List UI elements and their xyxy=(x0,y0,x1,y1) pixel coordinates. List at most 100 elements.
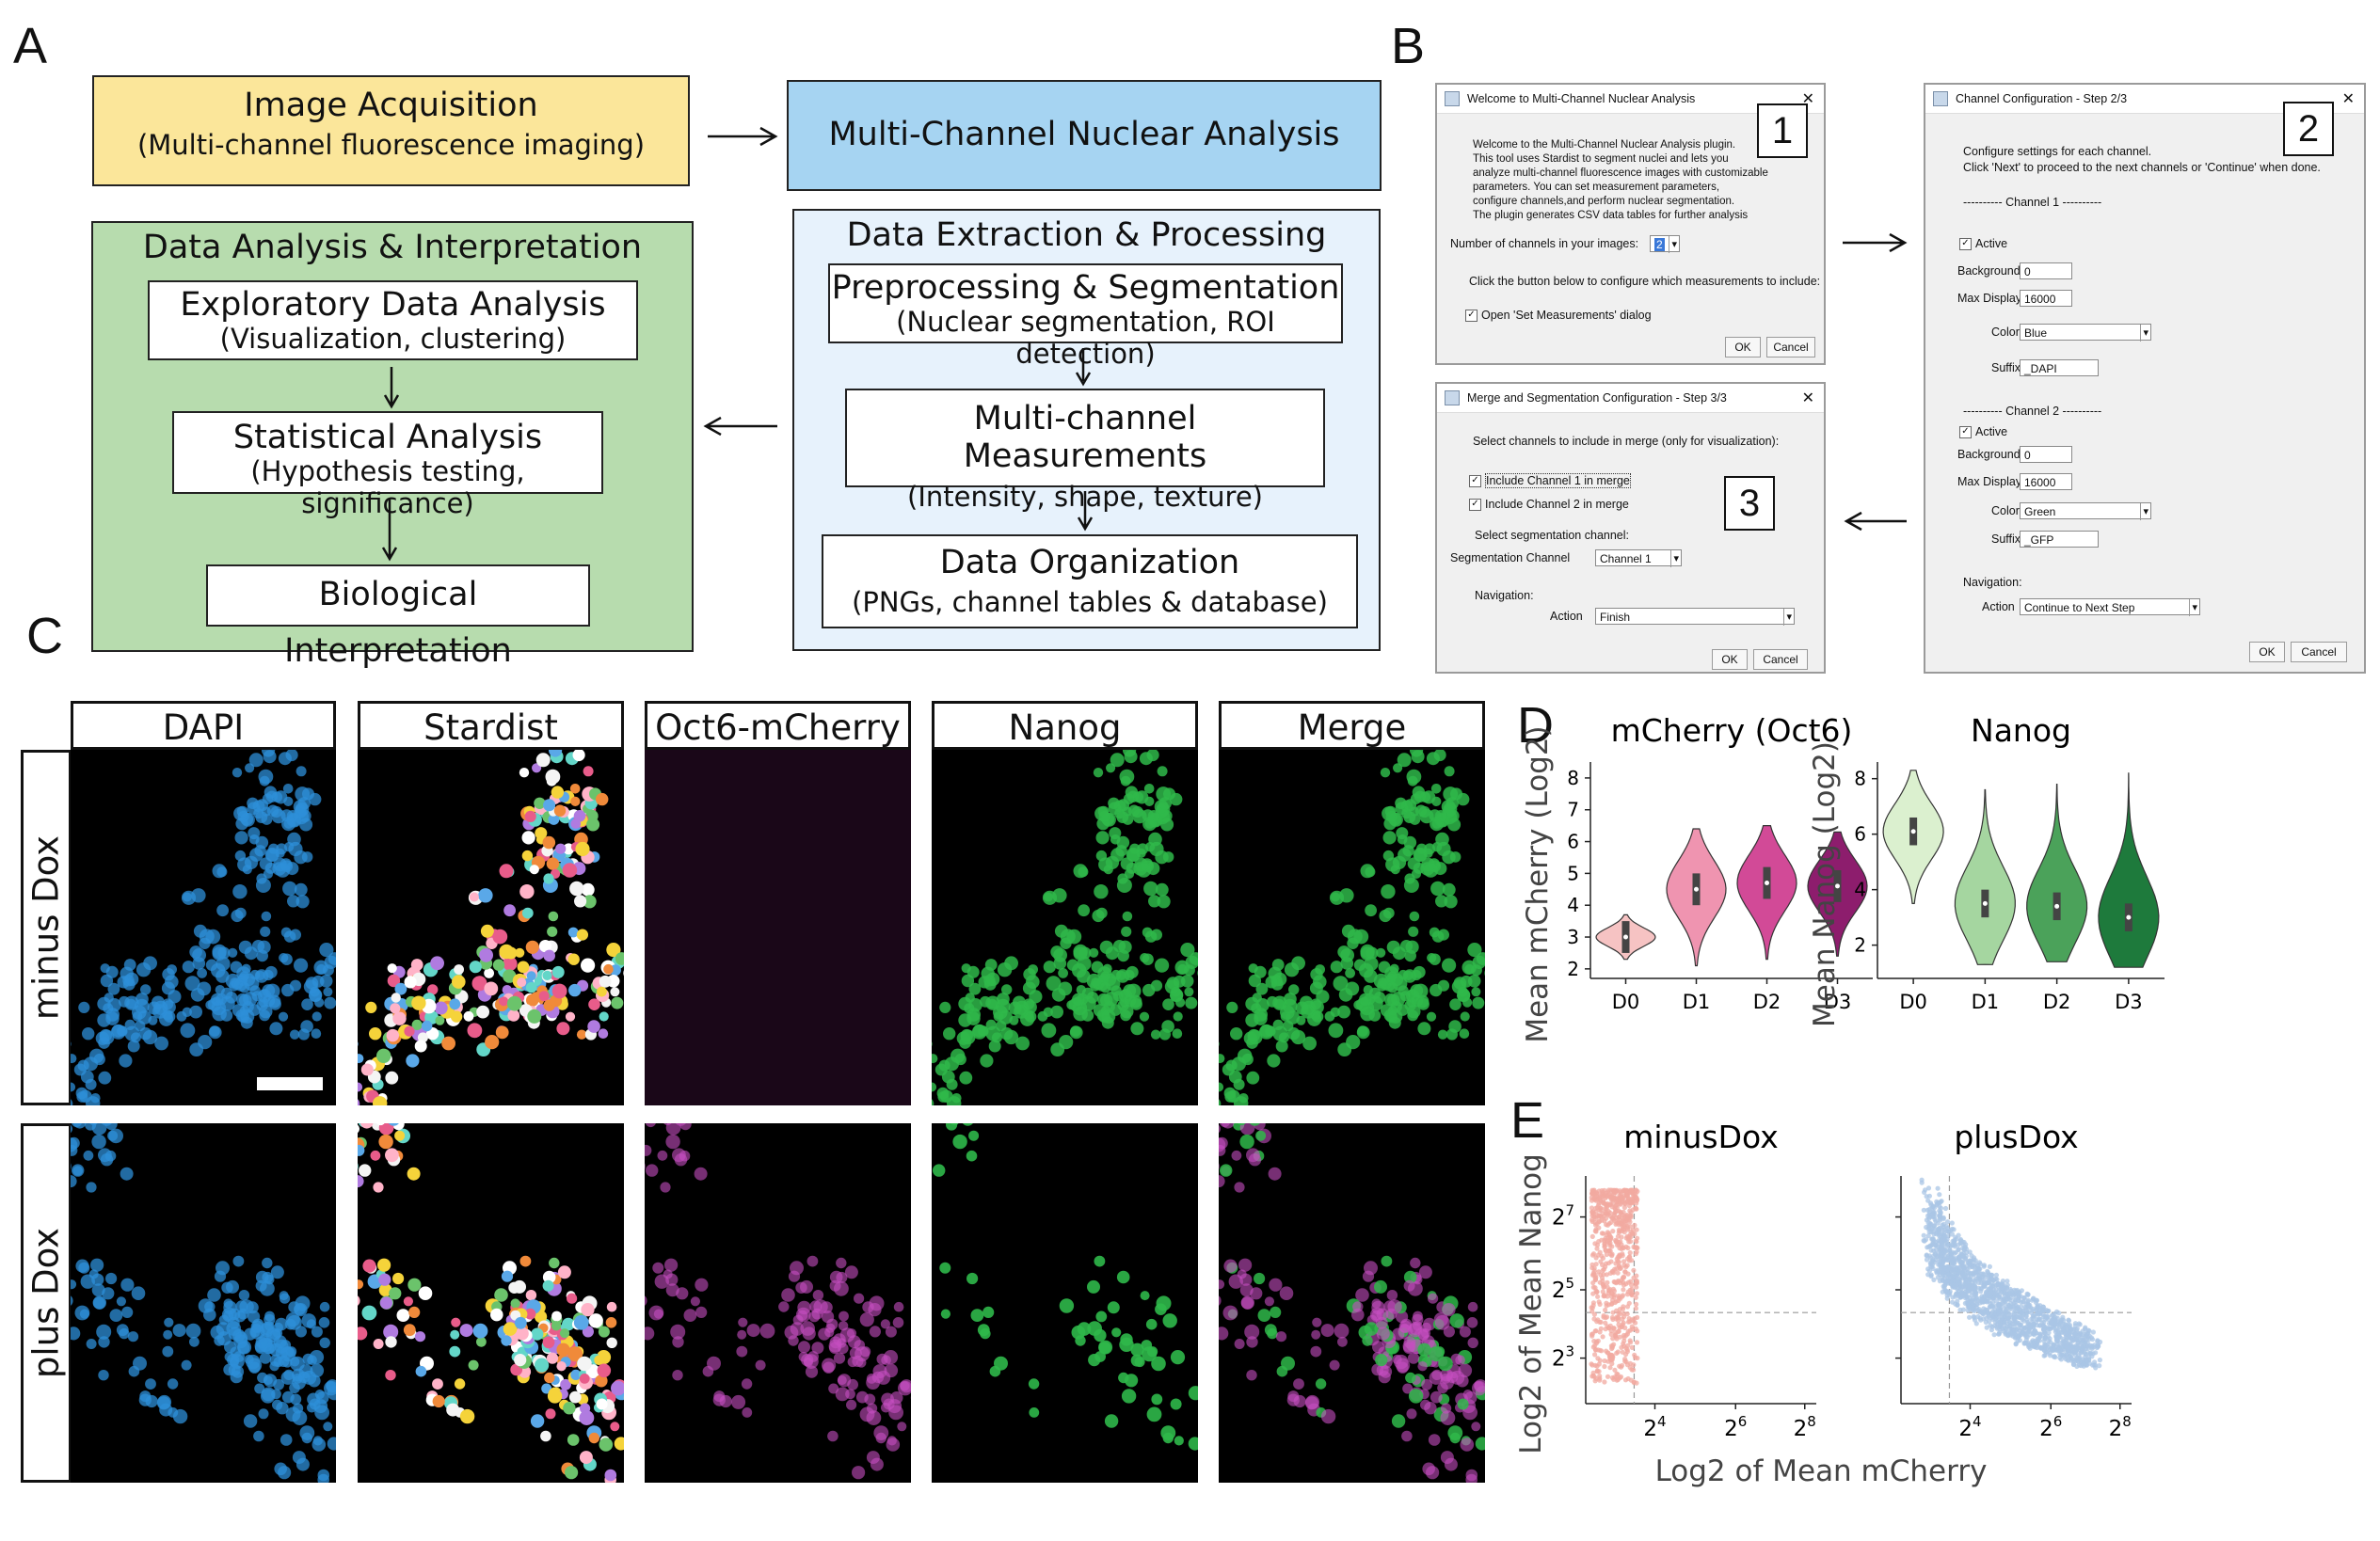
median-D2 xyxy=(1765,881,1769,886)
median-D3 xyxy=(2126,914,2132,920)
row-label-plus-dox: plus Dox xyxy=(21,1123,72,1483)
stat-box: Statistical Analysis (Hypothesis testing… xyxy=(172,411,603,518)
panel-label-d: D xyxy=(1517,697,1554,754)
x-tick-label: D2 xyxy=(1753,991,1781,1013)
channel-dialog-titlebar[interactable]: Channel Configuration - Step 2/3 ✕ xyxy=(1925,85,2364,114)
active-2-checkbox[interactable]: ✓ Active xyxy=(1959,425,2007,439)
org-subtitle: (PNGs, channel tables & database) xyxy=(852,586,1328,619)
meas-title: Multi-channel Measurements xyxy=(963,400,1207,476)
active-1-checkbox[interactable]: ✓ Active xyxy=(1959,237,2007,251)
seg-channel-select[interactable]: Channel 1 xyxy=(1595,549,1682,567)
max-display-2-input[interactable]: 16000 xyxy=(2020,473,2072,490)
panel-label-a: A xyxy=(13,18,48,74)
bio-title: Biological Interpretation xyxy=(284,576,512,670)
x-tick-label: D1 xyxy=(1683,991,1711,1013)
action-select[interactable]: Continue to Next Step xyxy=(2020,598,2200,616)
micrograph-nanog-minus-dox xyxy=(932,750,1198,1105)
suffix-1-input[interactable]: _DAPI xyxy=(2020,359,2099,376)
violin-D3 xyxy=(2098,772,2160,968)
col-header-oct6: Oct6-mCherry xyxy=(645,701,911,750)
y-tick-label: 2 xyxy=(1854,934,1866,957)
max-display-2-label: Max Display xyxy=(1957,475,2022,488)
arrow-extract-to-analysis xyxy=(703,416,777,437)
arrow-meas-to-org xyxy=(1077,491,1094,532)
org-title: Data Organization xyxy=(939,544,1240,581)
color-2-select[interactable]: Green xyxy=(2020,502,2151,520)
x-tick-label: 28 xyxy=(2109,1413,2132,1441)
include-channel-1-checkbox[interactable]: ✓ Include Channel 1 in merge xyxy=(1469,473,1631,488)
open-measurements-checkbox[interactable]: ✓ Open 'Set Measurements' dialog xyxy=(1465,309,1652,323)
y-axis-label: Mean Nanog (Log2) xyxy=(1808,741,1842,1027)
panel-label-c: C xyxy=(26,608,63,664)
pre-title: Preprocessing & Segmentation xyxy=(831,269,1340,307)
background-1-input[interactable]: 0 xyxy=(2020,262,2072,279)
image-acquisition-box: Image Acquisition (Multi-channel fluores… xyxy=(92,75,690,186)
stat-subtitle: (Hypothesis testing, significance) xyxy=(250,455,525,519)
java-app-icon xyxy=(1445,390,1460,405)
x-tick-label: 26 xyxy=(1724,1413,1747,1441)
dialog-arrows xyxy=(1843,232,1908,532)
merge-dialog: Merge and Segmentation Configuration - S… xyxy=(1435,382,1826,674)
x-tick-label: 24 xyxy=(1643,1413,1666,1441)
pre-subtitle: (Nuclear segmentation, ROI detection) xyxy=(896,306,1275,370)
suffix-2-input[interactable]: _GFP xyxy=(2020,531,2099,548)
y-axis-label: Log2 of Mean Nanog xyxy=(1514,1153,1548,1454)
x-tick-label: D2 xyxy=(2043,991,2071,1013)
micrograph-dapi-plus-dox xyxy=(71,1123,336,1483)
x-tick-label: D3 xyxy=(1824,991,1852,1013)
color-1-select[interactable]: Blue xyxy=(2020,324,2151,342)
eda-subtitle: (Visualization, clustering) xyxy=(219,323,567,356)
action-select[interactable]: Finish xyxy=(1595,608,1795,626)
close-icon[interactable]: ✕ xyxy=(2341,91,2355,107)
ok-button[interactable]: OK xyxy=(1725,337,1761,357)
color-2-label: Color xyxy=(1991,504,2020,517)
ok-button[interactable]: OK xyxy=(1712,649,1748,670)
cancel-button[interactable]: Cancel xyxy=(1766,337,1815,357)
channel-config-dialog: Channel Configuration - Step 2/3 ✕ 2 Conf… xyxy=(1924,83,2366,674)
suffix-2-label: Suffix xyxy=(1991,532,2021,546)
cancel-button[interactable]: Cancel xyxy=(1753,649,1808,670)
x-tick-label: D0 xyxy=(1612,991,1640,1013)
channel-dialog-title: Channel Configuration - Step 2/3 xyxy=(1956,92,2128,105)
chart-title: Nanog xyxy=(1971,712,2071,749)
charts-svg: mCherry (Oct6)Mean mCherry (Log2) 2345678… xyxy=(1514,712,2164,1488)
arrow-dialog2-to-dialog3 xyxy=(1844,511,1907,532)
background-2-label: Background xyxy=(1957,448,2021,461)
median-D1 xyxy=(1694,886,1699,892)
channel-intro-1: Configure settings for each channel. xyxy=(1963,145,2152,158)
median-D2 xyxy=(2054,903,2060,909)
arrow-stat-to-bio xyxy=(381,499,398,562)
panel-label-e: E xyxy=(1510,1092,1545,1149)
scatter-chart-plus-dox: plusDox 24 26 28 Log2 of Mean mCherry xyxy=(1655,1119,2132,1488)
col-header-dapi: DAPI xyxy=(71,701,336,750)
scale-bar xyxy=(257,1077,323,1090)
scatter-points xyxy=(1919,1177,2103,1371)
close-icon[interactable]: ✕ xyxy=(1801,91,1814,107)
micrograph-merge-minus-dox xyxy=(1219,750,1485,1105)
channel-1-header: ---------- Channel 1 ---------- xyxy=(1963,196,2102,209)
eda-box: Exploratory Data Analysis (Visualization… xyxy=(148,280,638,360)
micrograph-stardist-minus-dox xyxy=(358,750,624,1105)
x-tick-label: D1 xyxy=(1972,991,2000,1013)
seg-label: Select segmentation channel: xyxy=(1475,529,1629,542)
y-tick-label: 8 xyxy=(1854,768,1866,790)
median-D0 xyxy=(1910,829,1916,834)
background-2-input[interactable]: 0 xyxy=(2020,446,2072,463)
y-tick-label: 8 xyxy=(1567,767,1579,789)
step-number-3: 3 xyxy=(1724,476,1775,531)
max-display-1-input[interactable]: 16000 xyxy=(2020,290,2072,307)
micrograph-stardist-plus-dox xyxy=(358,1123,624,1483)
close-icon[interactable]: ✕ xyxy=(1801,390,1814,406)
y-tick-label: 6 xyxy=(1567,831,1579,853)
violin-chart-nanog: Nanog Mean Nanog (Log2) 2 4 6 8 D0 D1 D2 D3 xyxy=(1808,712,2164,1027)
welcome-text: Welcome to the Multi-Channel Nuclear Ana… xyxy=(1473,139,1768,221)
suffix-1-label: Suffix xyxy=(1991,361,2021,374)
channels-select[interactable]: 2 xyxy=(1650,235,1680,253)
cancel-button[interactable]: Cancel xyxy=(2291,642,2347,662)
include-channel-2-checkbox[interactable]: ✓ Include Channel 2 in merge xyxy=(1469,498,1629,512)
merge-dialog-titlebar[interactable]: Merge and Segmentation Configuration - S… xyxy=(1437,384,1824,413)
ok-button[interactable]: OK xyxy=(2249,642,2285,662)
merge-intro: Select channels to include in merge (onl… xyxy=(1473,435,1780,448)
background-1-label: Background xyxy=(1957,264,2021,278)
y-tick-label: 27 xyxy=(1552,1202,1574,1231)
